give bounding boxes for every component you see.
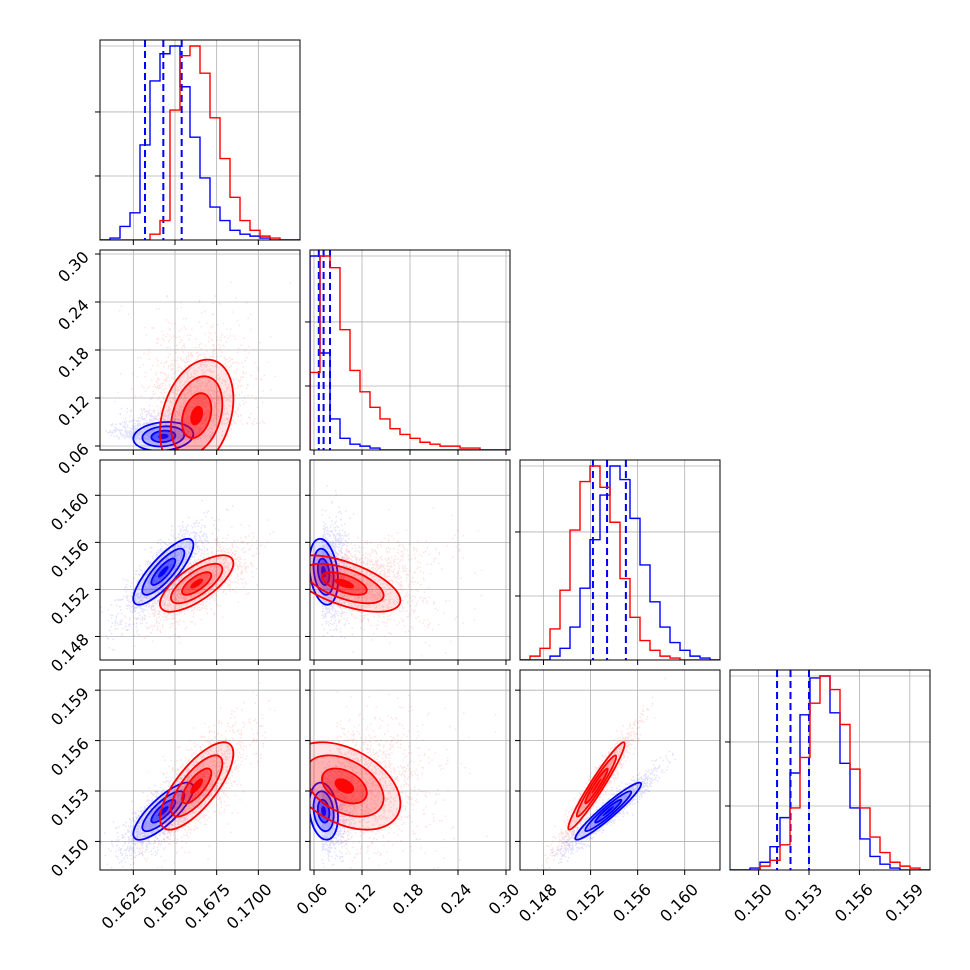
scatter-points [321, 750, 366, 870]
contour-level-3 [190, 778, 204, 794]
contour-level-3 [334, 578, 355, 589]
contour-level-3 [602, 806, 615, 817]
x-tick-label: 0.156 [831, 880, 877, 926]
scatter-points [106, 682, 276, 870]
scatter-series-0 [321, 750, 366, 870]
y-tick-label: 0.156 [47, 536, 93, 582]
panel-0-0 [95, 39, 301, 245]
contour-level-3 [334, 778, 355, 794]
x-tick-label: 0.148 [515, 880, 561, 926]
y-tick-label: 0.30 [54, 247, 93, 286]
y-tick-label: 0.18 [54, 343, 93, 382]
x-tick-label: 0.160 [656, 880, 702, 926]
scatter-points [105, 388, 232, 440]
x-tick-label: 0.18 [389, 880, 428, 919]
panel-1-1 [305, 249, 511, 455]
y-tick-label: 0.24 [54, 295, 93, 334]
panel-frame [519, 669, 721, 871]
panel-2-2 [515, 459, 721, 665]
y-tick-label: 0.150 [47, 835, 93, 881]
panel-2-1 [305, 459, 511, 665]
x-tick-label: 0.153 [780, 880, 826, 926]
histogram-series-0 [520, 465, 720, 660]
scatter-series-0 [105, 388, 232, 440]
panel-frame [519, 459, 721, 661]
histogram-series-0 [730, 675, 930, 870]
contour-level-3 [591, 778, 602, 794]
panel-frame [99, 459, 301, 661]
x-tick-label: 0.12 [341, 880, 380, 919]
contour-level-3 [158, 566, 169, 578]
x-tick-label: 0.1625 [98, 880, 151, 933]
panel-frame [729, 669, 931, 871]
x-tick-label: 0.152 [562, 880, 608, 926]
y-tick-label: 0.153 [47, 784, 93, 830]
panel-3-3: 0.150 0.153 0.156 0.159 [725, 669, 931, 926]
y-tick-label: 0.06 [54, 439, 93, 478]
y-tick-label: 0.12 [54, 391, 93, 430]
panel-frame [99, 39, 301, 241]
histogram-series-1 [310, 255, 510, 450]
y-tick-label: 0.156 [47, 734, 93, 780]
panel-3-1: 0.06 0.12 0.18 0.24 0.30 [293, 669, 523, 919]
y-tick-label: 0.159 [47, 684, 93, 730]
scatter-series-1 [336, 691, 497, 869]
contour-level-3 [321, 806, 327, 817]
scatter-points [336, 691, 497, 869]
x-tick-label: 0.1650 [139, 880, 192, 933]
y-tick-label: 0.148 [47, 630, 93, 676]
x-tick-label: 0.159 [881, 880, 927, 926]
contour-level-3 [190, 578, 204, 589]
x-tick-label: 0.156 [609, 880, 655, 926]
panel-frame [99, 669, 301, 871]
histogram-series-1 [520, 465, 720, 660]
histogram-series-0 [100, 45, 300, 240]
contour-level-3 [190, 405, 204, 426]
y-tick-label: 0.160 [47, 489, 93, 535]
x-tick-label: 0.1675 [181, 880, 234, 933]
panel-3-2: 0.148 0.152 0.156 0.160 [515, 669, 721, 926]
x-tick-label: 0.24 [437, 880, 476, 919]
panel-1-0: 0.06 0.12 0.18 0.24 0.30 [54, 247, 301, 478]
y-tick-label: 0.152 [47, 583, 93, 629]
x-tick-label: 0.06 [293, 880, 332, 919]
histogram-series-1 [100, 45, 300, 240]
scatter-series-0 [321, 485, 361, 653]
scatter-series-1 [106, 682, 276, 870]
x-tick-label: 0.1700 [223, 880, 276, 933]
x-tick-label: 0.150 [730, 880, 776, 926]
scatter-points [321, 485, 361, 653]
histogram-series-1 [730, 675, 930, 870]
